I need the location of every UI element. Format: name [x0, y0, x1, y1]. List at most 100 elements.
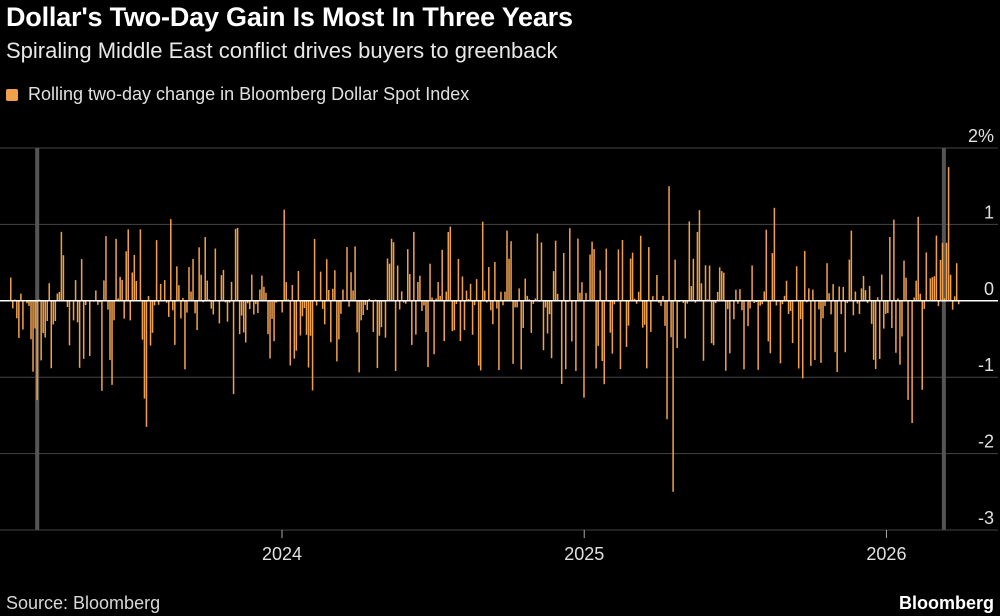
- bar: [510, 241, 512, 301]
- bar: [747, 300, 749, 327]
- bar: [797, 300, 800, 369]
- bar: [874, 300, 877, 369]
- bar: [652, 296, 654, 301]
- bar: [455, 300, 458, 304]
- bar: [690, 286, 693, 301]
- bar: [155, 240, 158, 301]
- bar: [465, 290, 468, 301]
- bar: [666, 300, 668, 420]
- bar: [593, 249, 595, 301]
- bar: [325, 259, 328, 301]
- bar: [660, 300, 662, 306]
- bar: [366, 300, 369, 311]
- bar: [548, 300, 551, 315]
- y-tick-label: 2%: [968, 126, 994, 146]
- bar: [153, 300, 156, 306]
- bar: [696, 231, 699, 301]
- bar: [852, 300, 855, 316]
- bar: [139, 229, 142, 301]
- bar: [16, 300, 18, 319]
- bar: [66, 300, 69, 308]
- bar: [459, 300, 462, 342]
- bar: [767, 300, 770, 342]
- bar: [76, 300, 79, 323]
- bar: [404, 300, 407, 304]
- bar: [182, 297, 184, 301]
- bar: [564, 300, 567, 370]
- bar: [188, 267, 190, 301]
- bar: [194, 300, 196, 314]
- bar: [338, 300, 340, 340]
- bar: [80, 259, 83, 301]
- bar: [514, 300, 516, 308]
- bar: [82, 300, 85, 359]
- bar: [214, 248, 217, 301]
- bar: [88, 300, 91, 357]
- bar: [259, 289, 261, 301]
- bar: [319, 271, 322, 301]
- bar: [880, 274, 883, 301]
- bar: [506, 230, 508, 301]
- bar: [637, 291, 640, 301]
- bar: [267, 300, 269, 335]
- bar: [812, 289, 814, 301]
- bar: [923, 300, 926, 309]
- bar: [560, 300, 563, 384]
- bar: [42, 300, 44, 334]
- bar: [129, 300, 132, 321]
- bar: [518, 288, 520, 301]
- bar: [810, 300, 812, 366]
- bar: [887, 300, 889, 313]
- bar: [467, 299, 470, 301]
- bar: [44, 300, 46, 338]
- bar: [791, 300, 794, 344]
- bar: [836, 300, 838, 373]
- bar: [830, 300, 832, 315]
- bar: [714, 300, 717, 304]
- bar: [769, 300, 772, 354]
- bar: [483, 290, 486, 301]
- bar: [174, 300, 176, 345]
- bar: [820, 300, 822, 363]
- bar: [494, 261, 496, 301]
- bar: [840, 300, 842, 315]
- bar: [941, 242, 944, 301]
- bar: [552, 271, 555, 301]
- bar: [490, 300, 492, 311]
- bar: [759, 300, 761, 306]
- bar: [532, 300, 535, 304]
- bar: [556, 293, 559, 301]
- chart-title: Dollar's Two-Day Gain Is Most In Three Y…: [6, 2, 573, 32]
- bar: [398, 300, 401, 310]
- bar: [611, 300, 614, 354]
- bar: [688, 221, 691, 301]
- bar: [417, 281, 419, 301]
- bar: [429, 263, 431, 301]
- bar: [457, 258, 460, 301]
- bar: [931, 277, 934, 301]
- y-tick-label: -3: [978, 508, 994, 528]
- bar: [263, 286, 265, 301]
- bar: [733, 300, 735, 320]
- bar: [712, 300, 715, 346]
- bar: [402, 300, 405, 303]
- bar: [30, 300, 32, 340]
- bar: [283, 209, 285, 301]
- bar: [149, 300, 152, 346]
- bar: [165, 300, 168, 303]
- bar: [899, 300, 901, 365]
- bar: [105, 236, 107, 301]
- bar: [54, 300, 57, 322]
- bar: [109, 300, 111, 361]
- bar: [498, 300, 500, 371]
- bar: [305, 300, 308, 335]
- bar: [192, 258, 194, 301]
- bar: [58, 291, 61, 301]
- bar: [222, 269, 225, 301]
- source-note: Source: Bloomberg: [6, 593, 161, 613]
- bar: [18, 300, 20, 338]
- bar: [885, 300, 887, 314]
- bar: [619, 300, 622, 370]
- bar: [773, 207, 776, 301]
- bar: [246, 300, 249, 304]
